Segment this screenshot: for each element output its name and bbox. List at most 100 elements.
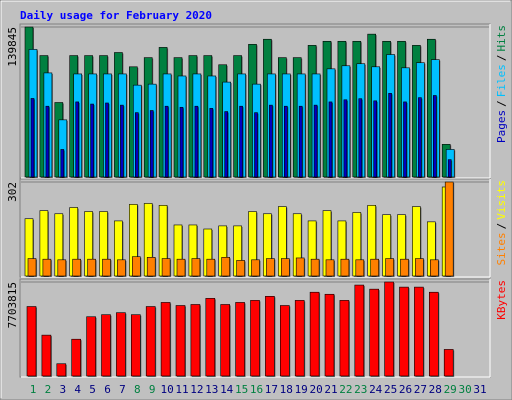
y-tick-label: 302 [6, 182, 19, 202]
bar [309, 291, 320, 377]
bar [399, 286, 409, 377]
bar [266, 258, 275, 277]
x-tick-label: 10 [160, 383, 173, 396]
x-tick-label: 25 [384, 383, 397, 396]
bar [205, 298, 216, 377]
bar [176, 258, 186, 277]
legend-entry: Hits [495, 25, 508, 52]
bar [41, 334, 52, 377]
x-tick-label: 23 [354, 383, 367, 396]
legend-separator: / [495, 55, 508, 62]
bar [444, 181, 454, 277]
bar [42, 258, 52, 277]
bar [190, 304, 201, 377]
legend-entry: Sites [495, 232, 508, 265]
x-tick-label: 16 [250, 383, 263, 396]
x-tick-label: 27 [414, 383, 427, 396]
x-tick-label: 28 [429, 383, 442, 396]
x-tick-label: 7 [119, 383, 126, 396]
bar [105, 102, 109, 178]
bar [280, 258, 290, 277]
bar [418, 97, 422, 178]
bar [250, 300, 260, 377]
bar [116, 312, 126, 377]
bar [135, 112, 139, 178]
bar [164, 105, 169, 178]
y-tick-label: 139845 [6, 27, 19, 67]
bar [161, 258, 171, 277]
bar [149, 110, 154, 178]
bar [102, 258, 111, 277]
bar [75, 101, 79, 178]
bar [283, 105, 288, 178]
chart-title: Daily usage for February 2020 [20, 9, 212, 22]
x-tick-label: 11 [175, 383, 188, 396]
bar [355, 259, 365, 277]
x-tick-label: 14 [220, 383, 234, 396]
x-tick-label: 26 [399, 383, 412, 396]
bar [354, 284, 365, 377]
bar [429, 259, 439, 277]
x-tick-label: 1 [30, 383, 37, 396]
bar [279, 305, 290, 377]
bar [310, 258, 320, 277]
bar [117, 259, 126, 277]
bar [370, 258, 380, 277]
bar [403, 101, 407, 178]
bar [146, 257, 156, 277]
x-tick-label: 29 [444, 383, 457, 396]
bar [295, 257, 305, 277]
bar [191, 258, 201, 277]
bar [90, 103, 94, 178]
bar [86, 316, 96, 377]
bar [132, 256, 141, 277]
bar [294, 300, 305, 377]
legend: Pages / Files / Hits [495, 25, 508, 143]
bar [101, 314, 111, 377]
x-tick-label: 15 [235, 383, 248, 396]
bar [400, 258, 409, 277]
legend: KBytes [495, 280, 508, 320]
bar [236, 260, 245, 277]
bar [385, 258, 394, 277]
bar [30, 98, 35, 178]
bar [325, 259, 335, 277]
bar [175, 305, 186, 377]
x-tick-label: 9 [149, 383, 156, 396]
x-tick-label: 6 [104, 383, 111, 396]
legend-entry: Files [495, 64, 508, 97]
bar [60, 149, 65, 178]
bar [269, 104, 273, 178]
bar [432, 95, 437, 178]
bar [72, 258, 81, 277]
x-tick-label: 18 [280, 383, 293, 396]
bar [373, 100, 378, 178]
x-tick-label: 12 [190, 383, 203, 396]
bar [254, 112, 258, 178]
x-tick-label: 21 [324, 383, 337, 396]
bar [71, 338, 81, 377]
bar [235, 302, 245, 377]
bar [194, 105, 199, 178]
bar [339, 300, 350, 377]
bar [428, 291, 439, 377]
bar [447, 159, 452, 178]
bar [145, 306, 156, 377]
bar [313, 104, 318, 178]
legend-entry: KBytes [495, 280, 508, 320]
bar [220, 304, 230, 377]
bar [369, 288, 380, 377]
x-tick-label: 2 [45, 383, 52, 396]
bar [221, 257, 230, 277]
bar [358, 98, 363, 178]
x-tick-label: 24 [369, 383, 383, 396]
bar [27, 258, 37, 277]
bar [224, 111, 228, 178]
x-tick-label: 5 [89, 383, 96, 396]
x-tick-label: 4 [74, 383, 81, 396]
bar [57, 259, 67, 277]
bar [26, 306, 37, 377]
x-tick-label: 30 [458, 383, 471, 396]
bar [265, 296, 275, 377]
